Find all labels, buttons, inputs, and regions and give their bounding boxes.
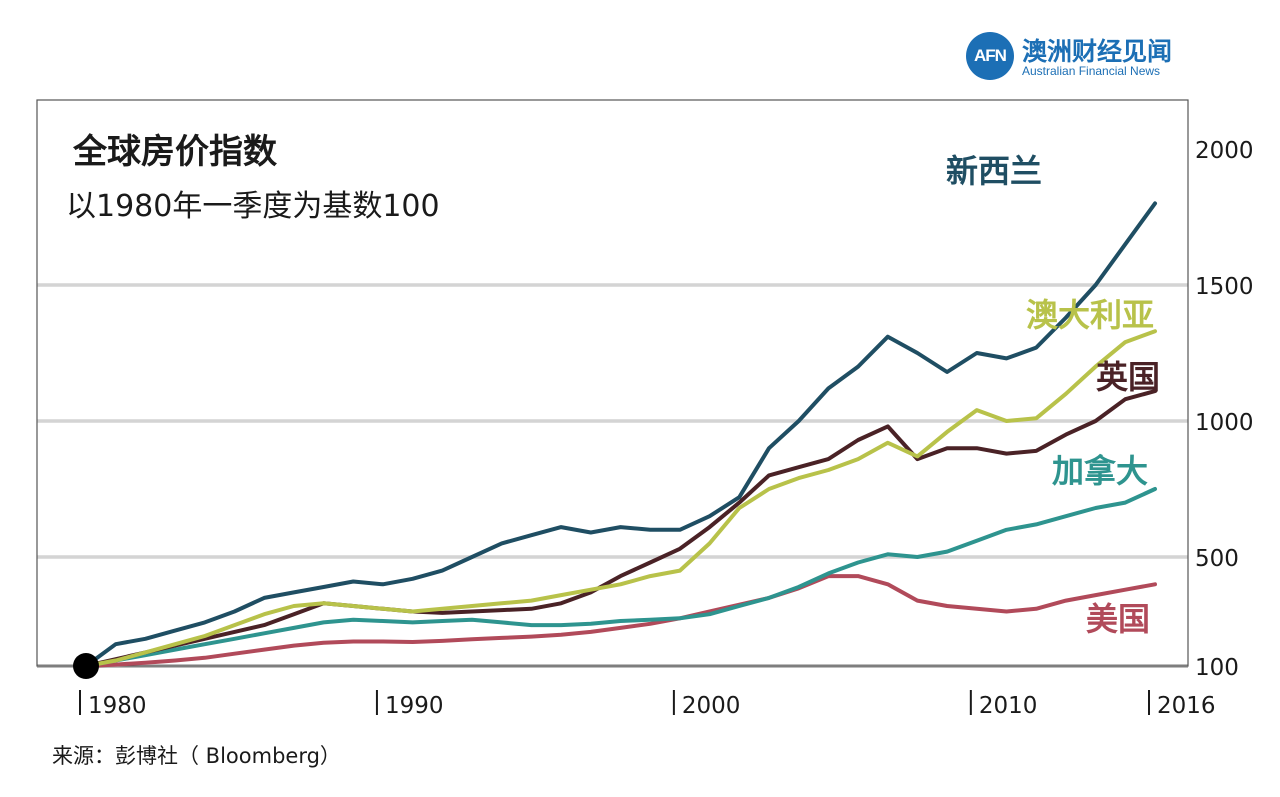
origin-dot bbox=[73, 653, 99, 679]
series-line-new-zealand bbox=[84, 201, 1157, 668]
label-canada: 加拿大 bbox=[1052, 452, 1149, 490]
y-tick-label-2000: 2000 bbox=[1195, 138, 1254, 164]
y-tick-label-500: 500 bbox=[1195, 546, 1239, 572]
y-tick-label-1000: 1000 bbox=[1195, 410, 1254, 436]
x-tick-label-2010: 2010 bbox=[979, 693, 1038, 719]
series-line-uk bbox=[84, 389, 1157, 668]
x-tick-label-2016: 2016 bbox=[1157, 693, 1216, 719]
afn-logo-icon: AFN bbox=[966, 32, 1014, 80]
y-tick-label-1500: 1500 bbox=[1195, 274, 1254, 300]
y-tick-label-100: 100 bbox=[1195, 655, 1239, 681]
series-line-canada bbox=[84, 487, 1157, 668]
label-usa: 美国 bbox=[1086, 600, 1151, 638]
label-australia: 澳大利亚 bbox=[1026, 296, 1155, 334]
x-axis-ticks: 1980 1990 2000 2010 2016 bbox=[79, 690, 1216, 719]
series-line-australia bbox=[84, 329, 1157, 668]
y-axis-ticks: 100 500 1000 1500 2000 bbox=[1195, 138, 1254, 681]
series-line-usa bbox=[84, 574, 1157, 668]
brand-name-cn: 澳洲财经见闻 bbox=[1022, 37, 1173, 66]
x-tick-label-2000: 2000 bbox=[682, 693, 741, 719]
source-note: 来源：彭博社（ Bloomberg） bbox=[52, 744, 341, 768]
x-tick-label-1980: 1980 bbox=[88, 693, 147, 719]
series-lines bbox=[84, 201, 1157, 668]
label-new-zealand: 新西兰 bbox=[946, 152, 1043, 190]
label-uk: 英国 bbox=[1096, 358, 1161, 396]
brand-name-en: Australian Financial News bbox=[1022, 64, 1161, 78]
chart-title: 全球房价指数 bbox=[73, 132, 277, 172]
chart-subtitle: 以1980年一季度为基数100 bbox=[66, 189, 440, 224]
plot-frame bbox=[36, 99, 1189, 667]
x-tick-label-1990: 1990 bbox=[385, 693, 444, 719]
brand-header: AFN 澳洲财经见闻 Australian Financial News bbox=[966, 30, 1266, 84]
